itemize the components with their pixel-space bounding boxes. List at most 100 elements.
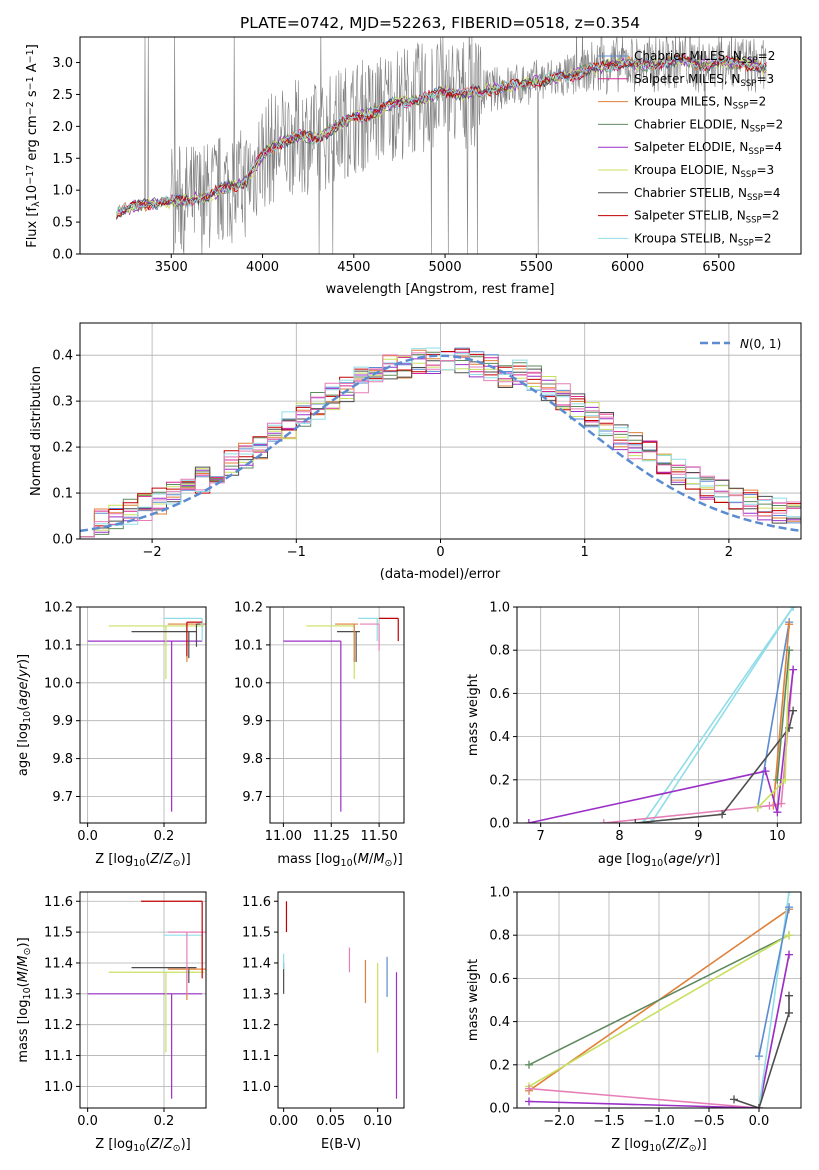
- mw-z-series-5: [755, 892, 793, 1108]
- x-tick-label: −2: [143, 545, 162, 560]
- x-axis-label-mass-z: Z [log10(Z/Z⊙)]: [95, 1137, 190, 1154]
- y-tick-label: 0.0: [52, 533, 73, 548]
- y-tick-label: 0.0: [52, 248, 73, 263]
- x-tick-label: 11.25: [313, 829, 350, 844]
- mass-z-point-6: [141, 900, 203, 979]
- y-tick-label: 0.4: [52, 349, 73, 364]
- age-mass-point-6: [379, 617, 399, 642]
- y-tick-label: 11.0: [242, 1080, 271, 1095]
- x-tick-label: 0.0: [749, 1114, 770, 1129]
- legend-entry: N(0, 1): [740, 337, 781, 351]
- x-tick-label: 2: [725, 545, 733, 560]
- y-tick-label: 9.9: [52, 714, 73, 729]
- mass-z-point-4: [164, 934, 203, 967]
- age-z-frame: [79, 606, 207, 824]
- axes-mass_weight_vs_age: 7 8 9 10 0.0 0.2 0.4 0.6 0.8 1.0: [489, 601, 801, 844]
- age-z-point-5: [195, 623, 201, 647]
- mw-z-frame: [516, 891, 802, 1109]
- y-tick-label: 1.5: [52, 152, 73, 167]
- legend-entry: Salpeter ELODIE, NSSP=4: [634, 140, 782, 157]
- y-tick-label: 11.6: [242, 895, 271, 910]
- mass-ebv-frame: [277, 891, 405, 1109]
- y-tick-label: 0.6: [489, 972, 510, 987]
- y-tick-label: 0.0: [489, 817, 510, 832]
- residuals-frame: [79, 322, 802, 540]
- axes-mass_vs_EBV: 0.00 0.05 0.10 11.0 11.1 11.2 11.3 11.4 11.5 11.6: [242, 895, 392, 1129]
- x-axis-label-mw-age: age [log10(age/yr)]: [598, 852, 720, 869]
- y-tick-label: 0.4: [489, 730, 510, 745]
- mass-z-point-5: [167, 931, 206, 994]
- x-axis-label-age-mass: mass [log10(M/M⊙)]: [277, 852, 402, 869]
- y-tick-label: 0.2: [52, 441, 73, 456]
- age-z-point-1: [108, 625, 205, 679]
- x-tick-label: 0.2: [154, 829, 175, 844]
- y-tick-label: 1.0: [489, 601, 510, 616]
- y-tick-label: 1.0: [489, 886, 510, 901]
- y-tick-label: 0.8: [489, 644, 510, 659]
- observed-spectrum: [116, 37, 767, 254]
- mass-z-point-1: [108, 971, 205, 1053]
- y-tick-label: 11.5: [242, 926, 271, 941]
- y-tick-label: 9.9: [242, 714, 263, 729]
- age-mass-point-2: [337, 631, 360, 662]
- mw-age-series-8: [773, 646, 794, 784]
- x-tick-label: 4500: [337, 260, 370, 275]
- x-axis-label-mw-z: Z [log10(Z/Z⊙)]: [611, 1137, 706, 1154]
- mw-age-series-1: [647, 607, 798, 823]
- x-tick-label: 5500: [520, 260, 553, 275]
- mass-z-frame: [79, 891, 207, 1109]
- model-spectrum-6: [116, 55, 767, 220]
- x-tick-label: 6500: [702, 260, 735, 275]
- x-tick-label: 0.0: [77, 829, 98, 844]
- y-axis-label-mw-z: mass weight: [466, 959, 481, 1041]
- age-z-point-2: [131, 631, 197, 659]
- y-tick-label: 11.3: [242, 987, 271, 1002]
- y-tick-label: 9.7: [242, 790, 263, 805]
- y-axis-label: Normed distribution: [29, 366, 44, 496]
- legend-entry: Kroupa ELODIE, NSSP=3: [634, 163, 774, 180]
- mass-z-point-2: [131, 966, 197, 984]
- mw-z-series-6: [755, 903, 793, 1061]
- y-tick-label: 11.2: [242, 1018, 271, 1033]
- y-tick-label: 10.1: [234, 638, 263, 653]
- age-mass-point-3: [335, 623, 359, 662]
- y-tick-label: 0.2: [489, 773, 510, 788]
- x-tick-label: 0.10: [363, 1114, 392, 1129]
- model-spectrum-8: [116, 53, 767, 216]
- y-tick-label: 10.1: [44, 638, 73, 653]
- y-tick-label: 11.1: [242, 1049, 271, 1064]
- figure-title: PLATE=0742, MJD=52263, FIBERID=0518, z=0…: [240, 14, 640, 32]
- x-tick-label: 1: [581, 545, 589, 560]
- x-axis-label: (data-model)/error: [380, 567, 501, 582]
- y-tick-label: 3.0: [52, 56, 73, 71]
- x-tick-label: 11.00: [265, 829, 302, 844]
- age-z-point-6: [186, 621, 203, 657]
- x-tick-label: 3500: [155, 260, 188, 275]
- y-tick-label: 11.0: [44, 1080, 73, 1095]
- mw-z-series-7: [730, 991, 793, 1108]
- y-axis-label-age: age [log10(age/yr)]: [16, 654, 33, 776]
- legend-entry: Chabrier STELIB, NSSP=4: [634, 186, 781, 203]
- axes-age_vs_mass: 11.00 11.25 11.50 9.7 9.8 9.9 10.0 10.1 10.2: [234, 601, 404, 844]
- x-tick-label: 6000: [611, 260, 644, 275]
- x-tick-label: 10: [769, 829, 786, 844]
- y-tick-label: 9.8: [242, 752, 263, 767]
- age-mass-point-4: [358, 617, 387, 642]
- x-tick-label: 5000: [429, 260, 462, 275]
- y-axis-label: Flux [fλ10−17 erg cm−2 s−1 A−1]: [25, 44, 43, 248]
- legend-entry: Salpeter STELIB, NSSP=2: [634, 209, 779, 226]
- x-tick-label: −1: [287, 545, 306, 560]
- axes-spectrum: 3500 4000 4500 5000 5500 6000 6500 0.0 0.5 1.0 1.5…: [52, 56, 735, 275]
- mw-age-series-6: [631, 706, 798, 823]
- y-tick-label: 11.3: [44, 987, 73, 1002]
- y-tick-label: 11.4: [44, 956, 73, 971]
- spectrum-frame: [79, 36, 802, 255]
- age-mass-point-0: [283, 640, 342, 812]
- legend-entry: Salpeter MILES, NSSP=3: [634, 72, 774, 89]
- y-tick-label: 11.1: [44, 1049, 73, 1064]
- model-spectrum-7: [116, 54, 767, 219]
- y-tick-label: 10.2: [234, 601, 263, 616]
- x-tick-label: −2.0: [543, 1114, 575, 1129]
- x-tick-label: 4000: [246, 260, 279, 275]
